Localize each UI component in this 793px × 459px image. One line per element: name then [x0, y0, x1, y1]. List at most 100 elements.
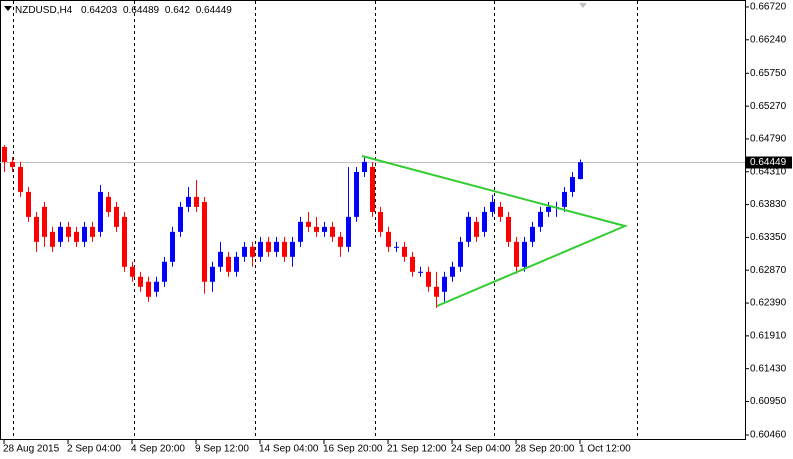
x-tick-label: 28 Sep 20:00 [515, 444, 575, 455]
candle-body [82, 226, 87, 242]
candle-body [250, 246, 255, 257]
candle-body [226, 256, 231, 272]
candle-body [258, 241, 263, 257]
last-high: 0.64489 [123, 5, 160, 16]
menu-arrow[interactable] [4, 6, 12, 11]
last-price-label: 0.64449 [750, 157, 787, 168]
candle-body [442, 276, 447, 292]
candle-body [274, 241, 279, 252]
y-tick-label: 0.65750 [750, 68, 787, 79]
last-open: 0.64203 [81, 5, 118, 16]
y-tick-label: 0.60950 [750, 396, 787, 407]
candle-body [498, 206, 503, 217]
y-tick-label: 0.66720 [750, 2, 787, 13]
x-tick-label: 9 Sep 12:00 [195, 444, 249, 455]
y-tick-label: 0.60460 [750, 430, 787, 441]
candle-body [570, 176, 575, 192]
candle-body [458, 241, 463, 267]
candle-body [506, 216, 511, 242]
candle-body [266, 241, 271, 252]
candle-body [26, 191, 31, 217]
candle-body [106, 196, 111, 212]
chart-title: NZDUSD,H4 0.64203 0.64489 0.642 0.64449 [15, 5, 232, 16]
candle-body [234, 256, 239, 272]
candle-body [66, 226, 71, 237]
candle-body [514, 241, 519, 267]
candle-body [530, 226, 535, 242]
candle-body [122, 216, 127, 267]
candle-body [418, 271, 423, 273]
y-tick-label: 0.62390 [750, 298, 787, 309]
candle-body [394, 246, 399, 248]
candle-body [138, 276, 143, 287]
y-tick-label: 0.62870 [750, 265, 787, 276]
symbol: NZDUSD,H4 [15, 5, 73, 16]
x-tick-label: 24 Sep 04:00 [451, 444, 511, 455]
candle-body [98, 191, 103, 232]
candle-body [18, 166, 23, 192]
candle-body [386, 231, 391, 247]
y-tick-label: 0.66240 [750, 34, 787, 45]
candle-body [410, 256, 415, 272]
candles [0, 144, 745, 308]
last-close: 0.64449 [196, 5, 233, 16]
y-tick-label: 0.61910 [750, 331, 787, 342]
last-price-box [746, 156, 792, 169]
x-tick-label: 1 Oct 12:00 [579, 444, 631, 455]
x-tick-label: 4 Sep 20:00 [131, 444, 185, 455]
y-tick-label: 0.63350 [750, 232, 787, 243]
candle-body [546, 206, 551, 212]
candle-body [282, 241, 287, 257]
candle-body [330, 226, 335, 237]
candle-body [466, 216, 471, 242]
candle-body [426, 271, 431, 287]
candle-body [162, 261, 167, 282]
candle-body [354, 171, 359, 217]
triangle-drawing [361, 155, 629, 307]
candle-body [218, 251, 223, 267]
x-tick-label: 16 Sep 20:00 [323, 444, 383, 455]
shift-marker [579, 3, 587, 8]
candle-body [90, 226, 95, 237]
candle-body [362, 161, 367, 172]
x-tick-label: 14 Sep 04:00 [259, 444, 319, 455]
plot-frame [0, 0, 746, 440]
x-tick-label: 28 Aug 2015 [3, 444, 60, 455]
candle-body [522, 241, 527, 267]
candle-body [450, 266, 455, 277]
candle-body [186, 196, 191, 207]
candle-body [378, 211, 383, 232]
candle-body [490, 201, 495, 212]
y-tick-label: 0.64790 [750, 134, 787, 145]
candle-body [474, 221, 479, 237]
candle-body [154, 281, 159, 292]
candle-body [42, 206, 47, 237]
candle-body [562, 191, 567, 207]
candle-body [2, 146, 7, 162]
y-tick-label: 0.65270 [750, 101, 787, 112]
y-tick-label: 0.64310 [750, 166, 787, 177]
candle-body [314, 226, 319, 232]
candle-body [306, 221, 311, 227]
candle-body [130, 266, 135, 277]
period-separators [13, 1, 638, 440]
x-tick-label: 2 Sep 04:00 [67, 444, 121, 455]
candle-body [578, 162, 583, 180]
candle-body [338, 236, 343, 247]
y-tick-label: 0.63830 [750, 199, 787, 210]
candle-body [402, 246, 407, 257]
candle-body [178, 206, 183, 232]
candle-body [346, 216, 351, 247]
candle-body [298, 221, 303, 242]
candle-body [482, 211, 487, 232]
candle-body [290, 241, 295, 257]
candle-body [210, 266, 215, 282]
candle-body [322, 226, 327, 232]
y-tick-label: 0.61430 [750, 363, 787, 374]
candle-body [10, 161, 15, 167]
candle-body [146, 281, 151, 297]
candle-body [194, 196, 199, 207]
candle-body [370, 166, 375, 212]
